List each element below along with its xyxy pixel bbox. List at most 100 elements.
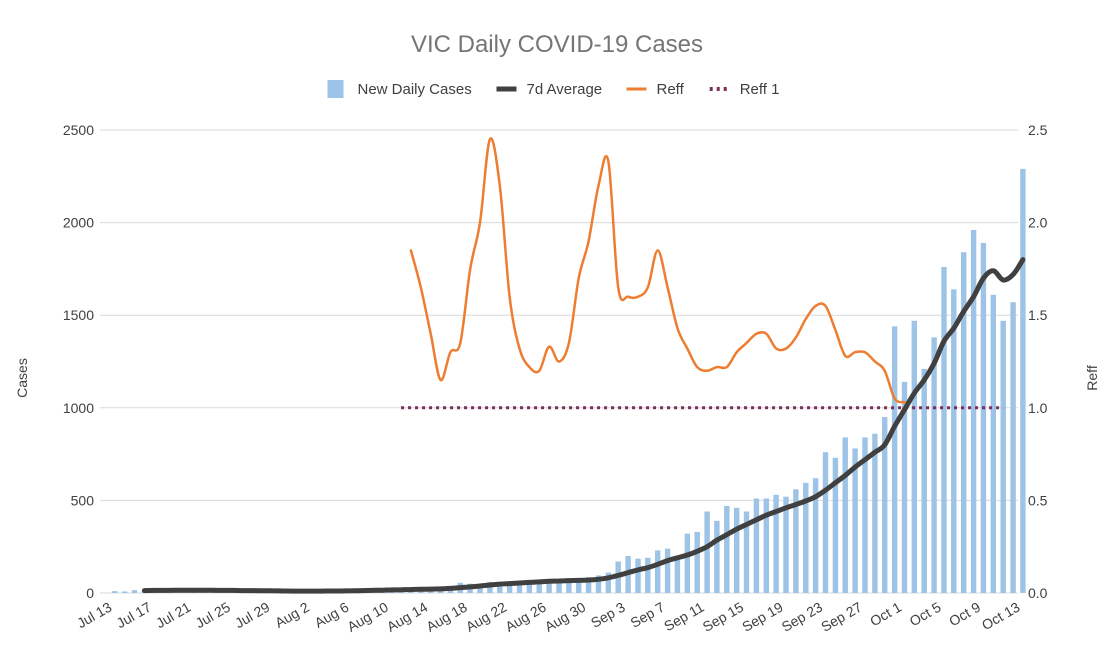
bar [743, 511, 750, 593]
bar [664, 548, 671, 593]
x-axis-ticks: Jul 13 Jul 17 Jul 21 Jul 25 Jul 29 Aug 2 Aug 6… [74, 599, 1023, 635]
bar [724, 506, 730, 593]
bar [526, 582, 533, 593]
y2-tick-label: 1.5 [1028, 307, 1048, 323]
bar [1010, 302, 1016, 593]
bar [516, 581, 523, 593]
bar [773, 494, 779, 593]
x-tick-label: Aug 6 [312, 599, 352, 631]
bar [566, 578, 572, 593]
legend-label: Reff 1 [740, 81, 780, 98]
bar [635, 558, 641, 593]
x-tick-label: Sep 7 [628, 599, 668, 631]
bar [832, 457, 839, 593]
y-tick-label: 2000 [63, 215, 94, 231]
bar [585, 577, 592, 593]
bar [901, 381, 908, 593]
x-tick-label: Jul 29 [232, 599, 273, 632]
bar [812, 478, 819, 593]
reff-line [409, 137, 906, 404]
x-tick-label: Sep 23 [779, 599, 826, 635]
x-tick-label: Aug 2 [272, 599, 312, 631]
bar [862, 437, 868, 593]
bar [605, 572, 611, 593]
bar [951, 289, 957, 593]
bar [556, 579, 562, 593]
x-tick-label: Sep 27 [818, 599, 865, 635]
x-tick-label: Sep 15 [700, 599, 747, 635]
bar [122, 591, 128, 593]
y2-tick-label: 2.0 [1028, 215, 1048, 231]
bar [655, 550, 661, 593]
bar [891, 326, 898, 593]
y-tick-label: 1000 [63, 400, 94, 416]
bar [763, 498, 769, 593]
x-tick-label: Oct 5 [907, 599, 944, 630]
bar [506, 582, 513, 593]
bar [793, 489, 799, 593]
legend-swatch-new-daily-cases [327, 80, 344, 98]
x-tick-label: Aug 30 [542, 599, 589, 635]
bar [852, 448, 858, 593]
bar [1000, 320, 1006, 593]
series-lines [141, 137, 1026, 594]
x-tick-label: Oct 9 [946, 599, 983, 630]
legend: New Daily Cases 7d Average Reff Reff 1 [327, 80, 780, 98]
bar [872, 433, 878, 593]
bar [112, 591, 118, 593]
legend-label: New Daily Cases [358, 81, 472, 98]
y-tick-label: 2500 [63, 122, 94, 138]
x-tick-label: Oct 1 [867, 599, 904, 630]
bar [714, 520, 720, 593]
bar [753, 498, 760, 593]
bar [497, 583, 503, 593]
y2-tick-label: 1.0 [1028, 400, 1048, 416]
bar [734, 507, 740, 593]
bar [536, 581, 542, 593]
bar [882, 417, 888, 593]
bar [980, 243, 987, 593]
x-tick-label: Sep 3 [588, 599, 628, 631]
bar [961, 252, 967, 593]
bar [595, 575, 602, 593]
legend-label: 7d Average [527, 81, 603, 98]
y-tick-label: 0 [86, 585, 94, 601]
x-tick-label: Oct 13 [979, 599, 1023, 634]
x-tick-label: Aug 26 [502, 599, 549, 635]
x-tick-label: Aug 22 [463, 599, 510, 635]
y2-axis-title: Reff [1084, 365, 1100, 391]
x-tick-label: Aug 10 [344, 599, 391, 635]
bar [546, 580, 552, 593]
x-tick-label: Jul 13 [74, 599, 115, 632]
bars-new-daily-cases [112, 168, 1026, 593]
bar [576, 578, 582, 593]
bar [911, 320, 917, 593]
x-tick-label: Sep 19 [739, 599, 786, 635]
x-tick-label: Aug 18 [423, 599, 470, 635]
bar [921, 368, 927, 593]
y2-tick-label: 2.5 [1028, 122, 1048, 138]
bar [477, 584, 483, 593]
legend-label: Reff [657, 81, 685, 98]
bar [970, 230, 977, 593]
right-axis-ticks: 0.0 0.5 1.0 1.5 2.0 2.5 [1028, 122, 1048, 601]
bar [704, 511, 710, 593]
bar [842, 437, 848, 593]
bar [684, 533, 690, 593]
x-tick-label: Aug 14 [384, 599, 431, 635]
bar [645, 557, 651, 593]
x-tick-label: Sep 11 [661, 599, 707, 635]
bar [131, 590, 138, 593]
bar [990, 294, 996, 593]
bar [694, 531, 700, 593]
bar [803, 482, 809, 593]
y-tick-label: 1500 [63, 307, 94, 323]
x-tick-label: Jul 17 [114, 599, 155, 632]
x-tick-label: Jul 25 [193, 599, 234, 632]
bar [822, 452, 829, 593]
x-tick-label: Jul 21 [153, 599, 194, 632]
bar [1020, 168, 1026, 593]
bar [931, 337, 937, 593]
chart-title: VIC Daily COVID-19 Cases [411, 31, 703, 58]
